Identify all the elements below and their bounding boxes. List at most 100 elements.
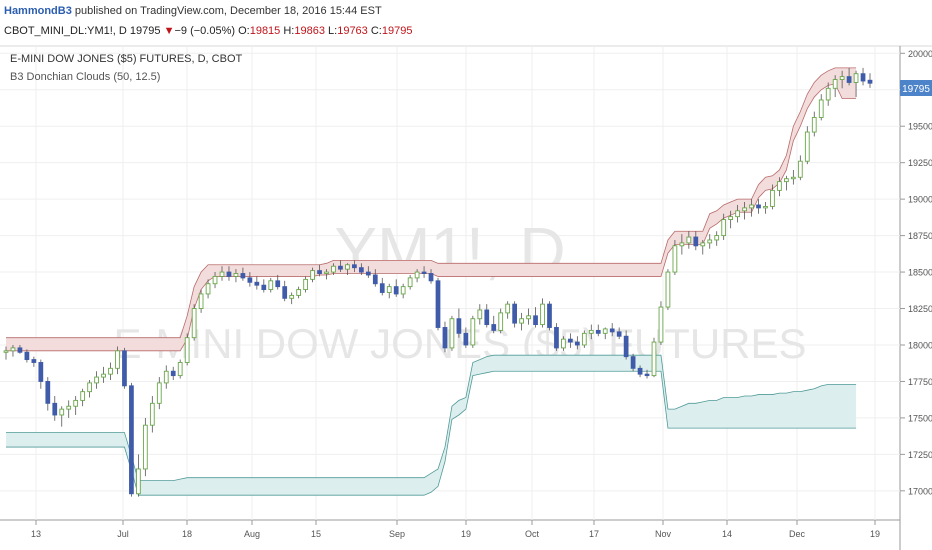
candle <box>763 202 768 214</box>
candle-body <box>324 271 329 274</box>
candle <box>498 308 504 334</box>
candle-body <box>839 76 845 80</box>
candle <box>108 362 113 380</box>
candle <box>784 175 789 191</box>
candle <box>477 304 483 325</box>
candle-body <box>94 376 99 384</box>
candle-body <box>581 332 587 346</box>
x-tick-label: 15 <box>311 529 321 539</box>
candle-body <box>470 318 476 346</box>
y-tick-label: 18500 <box>908 268 932 278</box>
last-price: 19795 <box>129 25 161 37</box>
candle-body <box>770 189 775 207</box>
candle <box>651 337 657 378</box>
candle-body <box>533 315 538 326</box>
candle-body <box>491 324 497 331</box>
candle <box>219 266 225 281</box>
candle-body <box>595 329 601 334</box>
y-tick-label: 18750 <box>908 231 932 241</box>
candle-body <box>379 283 385 293</box>
candle-body <box>38 362 44 382</box>
candle <box>853 70 859 98</box>
low-label: L: <box>328 25 338 37</box>
candle-body <box>484 309 490 326</box>
candle-body <box>686 236 692 244</box>
candle-body <box>818 99 824 118</box>
candle <box>3 346 9 360</box>
candle <box>672 239 678 275</box>
chart-title: E-MINI DOW JONES ($5) FUTURES, D, CBOT <box>10 53 243 65</box>
candle-body <box>149 402 155 426</box>
candle-body <box>435 280 441 328</box>
candle <box>80 388 86 407</box>
candle <box>526 308 531 325</box>
candle <box>345 263 350 275</box>
candle-body <box>352 264 357 269</box>
candle <box>554 323 559 351</box>
candle <box>115 346 120 375</box>
candle <box>261 279 267 293</box>
candle-body <box>665 271 671 308</box>
candle <box>393 279 399 297</box>
indicator-label[interactable]: B3 Donchian Clouds (50, 12.5) <box>10 71 161 83</box>
candle <box>156 377 162 410</box>
candle <box>268 277 274 293</box>
candle <box>358 263 364 275</box>
candle-body <box>449 318 455 349</box>
candle-body <box>825 87 831 101</box>
candle-body <box>247 277 253 283</box>
lower-cloud-edge <box>6 354 857 482</box>
candle-body <box>804 131 810 162</box>
candle <box>860 67 866 86</box>
candle <box>442 321 448 353</box>
candle-body <box>428 273 434 282</box>
candle <box>630 353 636 372</box>
candle <box>191 304 197 341</box>
candle <box>797 155 803 181</box>
candle <box>407 274 413 290</box>
candle-body <box>442 327 448 349</box>
candle-body <box>289 294 295 299</box>
candle-body <box>129 385 134 495</box>
y-tick-label: 18250 <box>908 304 932 314</box>
candle <box>505 301 511 319</box>
candle-body <box>331 265 336 273</box>
candle <box>338 260 343 273</box>
published-line: HammondB3 published on TradingView.com, … <box>4 5 382 17</box>
candle <box>742 202 747 220</box>
candle-body <box>87 382 92 393</box>
candle-body <box>588 329 594 334</box>
x-tick-label: Jul <box>117 529 129 539</box>
candle <box>686 231 692 249</box>
candle-body <box>637 367 643 375</box>
candle <box>616 327 622 340</box>
candles <box>3 67 873 497</box>
candle-body <box>407 277 413 288</box>
candle-body <box>170 370 176 377</box>
candle-body <box>756 204 761 209</box>
candle <box>540 298 545 328</box>
candle <box>519 312 524 331</box>
candle <box>275 274 281 290</box>
open-value: 19815 <box>249 25 281 37</box>
x-tick-label: 19 <box>870 529 880 539</box>
high-value: 19863 <box>294 25 325 37</box>
candle-body <box>226 271 232 277</box>
candle <box>790 169 796 185</box>
candle <box>595 324 601 337</box>
price-change: −9 (−0.05%) <box>174 25 236 37</box>
candle <box>94 371 99 389</box>
candle <box>226 266 232 281</box>
candle-body <box>477 309 483 320</box>
candle-body <box>519 318 524 324</box>
author-link[interactable]: HammondB3 <box>4 5 72 17</box>
candle-body <box>832 79 838 89</box>
candle-body <box>184 337 190 363</box>
candle-body <box>846 76 852 83</box>
candle <box>449 315 455 351</box>
candle-body <box>414 271 420 279</box>
candle <box>142 417 148 477</box>
candle <box>623 330 629 360</box>
candle-body <box>651 341 657 377</box>
